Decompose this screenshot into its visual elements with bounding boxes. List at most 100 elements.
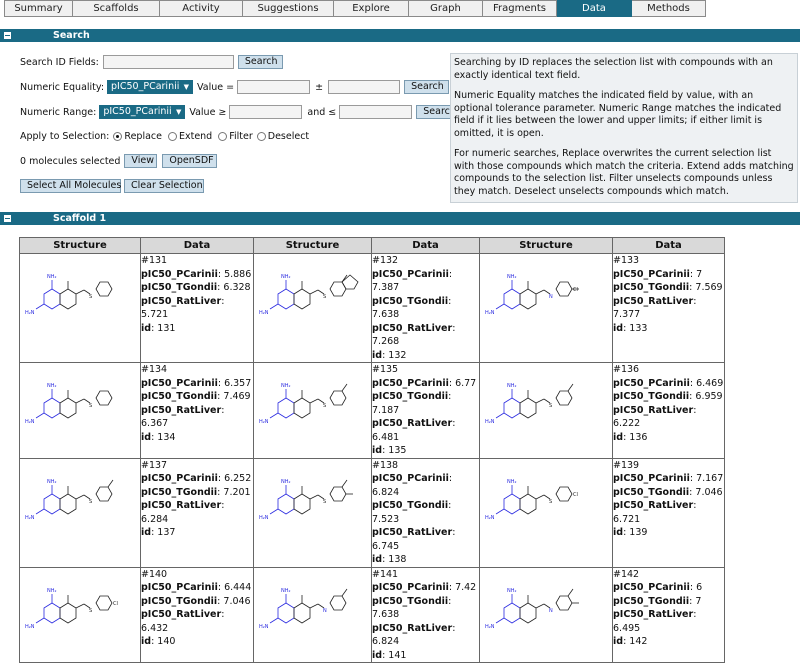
- filter-label[interactable]: Filter: [229, 131, 253, 142]
- structure-cell[interactable]: NH₂ H₂N S: [253, 253, 372, 363]
- pcarinii-value: pIC50_PCarinii: 7.42: [372, 582, 477, 593]
- structure-cell[interactable]: NH₂ H₂N S Cl: [479, 457, 613, 568]
- svg-text:Cl: Cl: [573, 287, 578, 293]
- ratliver-value: pIC50_RatLiver: 6.495: [613, 609, 697, 634]
- tab-data[interactable]: Data: [557, 0, 632, 17]
- structure-cell[interactable]: NH₂ H₂N N Cl: [479, 253, 613, 363]
- svg-text:NH₂: NH₂: [281, 479, 291, 485]
- molecule-structure-icon: NH₂ H₂N N Cl: [485, 274, 579, 316]
- extend-radio[interactable]: [167, 132, 177, 141]
- selection-status-row: 0 molecules selected View OpenSDF: [20, 154, 218, 168]
- collapse-icon[interactable]: [4, 32, 11, 39]
- replace-radio[interactable]: [113, 132, 123, 141]
- filter-radio[interactable]: [218, 132, 228, 141]
- structure-cell[interactable]: NH₂ H₂N N: [253, 566, 372, 663]
- scaffold-table: Structure Data Structure Data Structure …: [19, 237, 725, 663]
- id-value: id: 131: [141, 322, 176, 334]
- structure-cell[interactable]: NH₂ H₂N S: [253, 362, 372, 459]
- equality-value-input[interactable]: [237, 80, 311, 94]
- numeric-range-label: Numeric Range:: [20, 106, 97, 118]
- tab-methods[interactable]: Methods: [632, 0, 706, 17]
- id-value: id: 137: [141, 527, 176, 538]
- id-value: id: 142: [613, 636, 648, 647]
- tolerance-input[interactable]: [328, 80, 401, 94]
- opensdf-button[interactable]: OpenSDF: [162, 154, 218, 168]
- id-search-input[interactable]: [102, 55, 234, 69]
- select-all-button[interactable]: Select All Molecules: [20, 179, 121, 193]
- tab-suggestions[interactable]: Suggestions: [243, 0, 334, 17]
- molecule-structure-icon: NH₂ H₂N S: [259, 274, 359, 316]
- compound-number: #141: [372, 568, 399, 580]
- molecule-structure-icon: NH₂ H₂N N: [485, 588, 579, 630]
- svg-text:S: S: [549, 499, 552, 505]
- chevron-down-icon: ▼: [175, 108, 182, 116]
- column-header: Structure: [479, 237, 613, 254]
- pcarinii-value: pIC50_PCarinii: 5.886: [141, 268, 252, 280]
- ratliver-value: pIC50_RatLiver: 7.268: [372, 322, 456, 348]
- data-cell: #138 pIC50_PCarinii: 6.824 pIC50_TGondii: …: [371, 457, 480, 568]
- tab-fragments[interactable]: Fragments: [483, 0, 557, 17]
- numeric-equality-label: Numeric Equality:: [20, 81, 105, 93]
- tab-activity[interactable]: Activity: [160, 0, 243, 17]
- structure-cell[interactable]: NH₂ H₂N S Cl: [19, 566, 141, 663]
- structure-cell[interactable]: NH₂ H₂N S: [253, 457, 372, 568]
- data-cell: #133 pIC50_PCarinii: 7 pIC50_TGondii: 7.56…: [612, 253, 725, 363]
- pcarinii-value: pIC50_PCarinii: 6.77: [372, 377, 477, 389]
- deselect-radio[interactable]: [256, 132, 266, 141]
- tgondii-value: pIC50_TGondii: 7.201: [141, 486, 251, 498]
- pcarinii-value: pIC50_PCarinii: 6.252: [141, 473, 252, 484]
- column-header: Data: [612, 237, 725, 254]
- range-upper-input[interactable]: [339, 105, 413, 119]
- svg-text:S: S: [323, 403, 326, 409]
- value-ge-label: Value ≥: [189, 106, 227, 118]
- id-search-button[interactable]: Search: [237, 55, 283, 69]
- table-row: NH₂ H₂N S #131 pIC50_PCarinii: 5.886 pIC50_TG…: [19, 253, 725, 363]
- id-value: id: 133: [613, 322, 648, 334]
- tgondii-value: pIC50_TGondii: 7.523: [372, 500, 452, 525]
- tgondii-value: pIC50_TGondii: 6.959: [613, 391, 723, 402]
- svg-text:H₂N: H₂N: [259, 419, 269, 425]
- tab-explore[interactable]: Explore: [334, 0, 409, 17]
- svg-text:NH₂: NH₂: [47, 588, 57, 594]
- structure-cell[interactable]: NH₂ H₂N S: [19, 457, 141, 568]
- svg-text:H₂N: H₂N: [259, 624, 269, 630]
- ratliver-value: pIC50_RatLiver: 6.432: [141, 609, 225, 634]
- tab-graph[interactable]: Graph: [409, 0, 483, 17]
- tgondii-value: pIC50_TGondii: 7.638: [372, 595, 452, 621]
- view-button[interactable]: View: [124, 154, 158, 168]
- equality-search-button[interactable]: Search: [404, 80, 450, 94]
- numeric-range-field-select[interactable]: pIC50_PCarinii ▼: [99, 105, 186, 119]
- column-header: Data: [371, 237, 480, 254]
- structure-cell[interactable]: NH₂ H₂N N: [479, 566, 613, 663]
- pcarinii-value: pIC50_PCarinii: 7: [613, 268, 703, 280]
- extend-label[interactable]: Extend: [178, 131, 213, 142]
- replace-label[interactable]: Replace: [124, 131, 162, 142]
- table-row: NH₂ H₂N S Cl #140 pIC50_PCarinii: 6.444 pIC50_…: [19, 566, 725, 663]
- data-cell: #135 pIC50_PCarinii: 6.77 pIC50_TGondii: 7…: [371, 362, 480, 459]
- tgondii-value: pIC50_TGondii: 7.187: [372, 391, 452, 416]
- tab-summary[interactable]: Summary: [4, 0, 73, 17]
- help-id-search: Searching by ID replaces the selection l…: [454, 57, 773, 81]
- svg-text:N: N: [549, 294, 553, 300]
- range-lower-input[interactable]: [229, 105, 303, 119]
- svg-text:NH₂: NH₂: [47, 479, 57, 485]
- tab-scaffolds[interactable]: Scaffolds: [73, 0, 160, 17]
- structure-cell[interactable]: NH₂ H₂N S: [19, 362, 141, 459]
- search-section-header[interactable]: Search: [0, 29, 800, 42]
- numeric-equality-field-select[interactable]: pIC50_PCarinii ▼: [107, 80, 194, 94]
- collapse-icon[interactable]: [4, 215, 11, 222]
- molecule-structure-icon: NH₂ H₂N S: [25, 479, 114, 521]
- deselect-label[interactable]: Deselect: [267, 131, 310, 142]
- compound-number: #131: [141, 255, 168, 266]
- pcarinii-value: pIC50_PCarinii: 7.387: [372, 268, 453, 294]
- svg-text:Cl: Cl: [113, 601, 118, 607]
- clear-selection-button[interactable]: Clear Selection: [124, 179, 204, 193]
- structure-cell[interactable]: NH₂ H₂N S: [19, 253, 141, 363]
- molecule-structure-icon: NH₂ H₂N S: [485, 383, 574, 425]
- scaffold-section-header[interactable]: Scaffold 1: [0, 212, 800, 225]
- id-value: id: 140: [141, 636, 176, 647]
- table-header-row: Structure Data Structure Data Structure …: [19, 237, 725, 254]
- structure-cell[interactable]: NH₂ H₂N S: [479, 362, 613, 459]
- table-row: NH₂ H₂N S #137 pIC50_PCarinii: 6.252 pIC50_TG…: [19, 457, 725, 568]
- ratliver-value: pIC50_RatLiver: 5.721: [141, 295, 225, 321]
